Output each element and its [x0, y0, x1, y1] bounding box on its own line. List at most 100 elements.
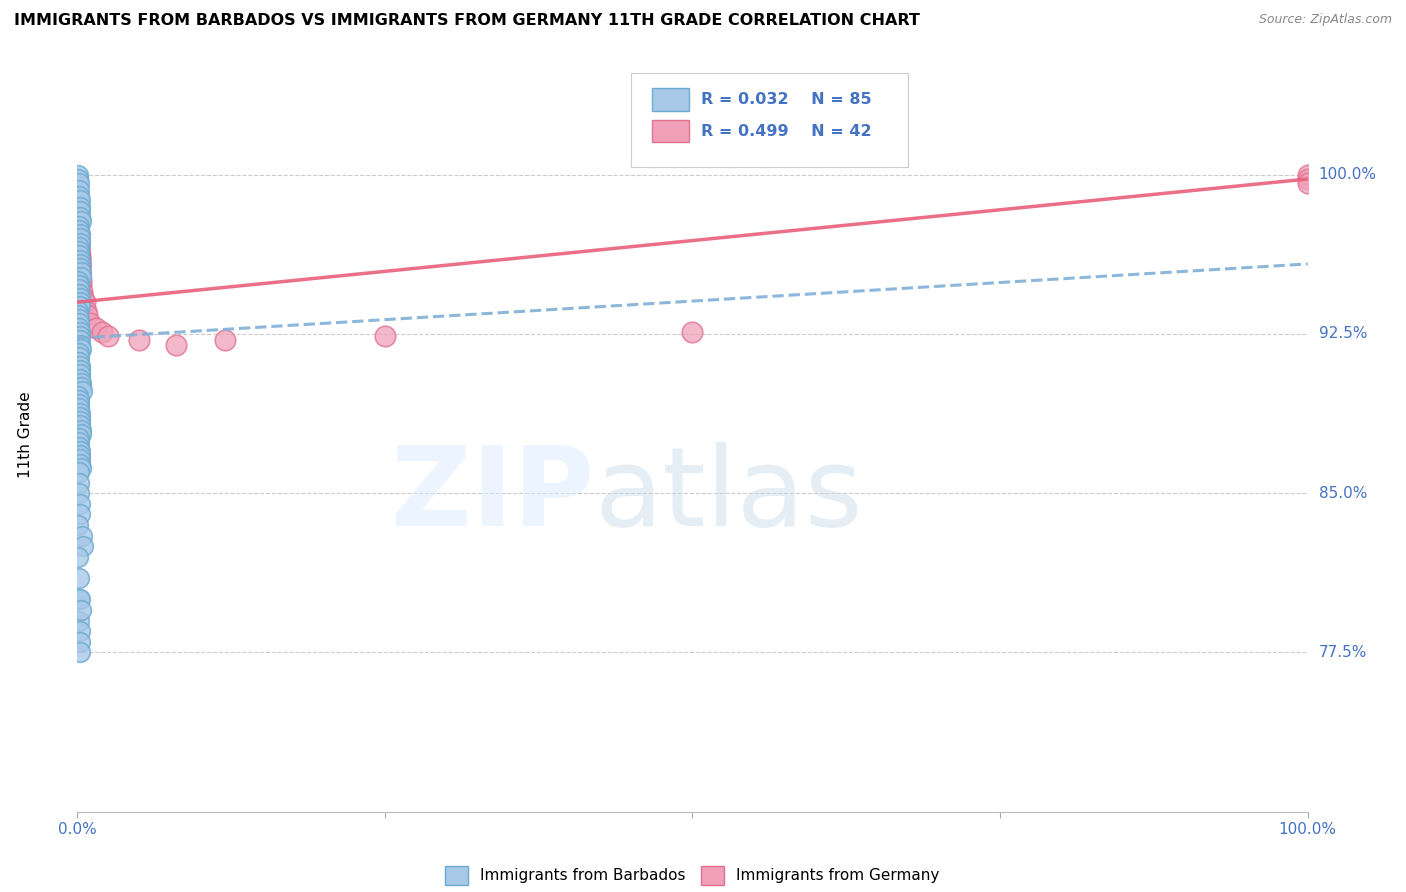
Point — [69, 259, 91, 273]
Point — [69, 624, 91, 639]
Point — [69, 203, 91, 218]
Point — [67, 240, 90, 254]
Point — [67, 317, 90, 331]
Point — [66, 220, 89, 235]
Point — [69, 603, 91, 617]
Point — [67, 235, 90, 250]
Point — [67, 235, 90, 250]
Point — [70, 285, 93, 299]
Point — [67, 320, 90, 334]
Point — [67, 440, 90, 454]
Point — [67, 465, 90, 479]
Point — [69, 368, 91, 382]
Point — [69, 227, 91, 242]
Point — [67, 346, 90, 360]
Point — [90, 325, 114, 339]
Point — [67, 308, 90, 322]
Point — [69, 211, 91, 225]
Point — [67, 401, 90, 416]
Point — [69, 414, 91, 428]
Point — [76, 308, 98, 322]
Point — [69, 274, 91, 288]
Point — [66, 168, 89, 182]
Text: R = 0.499    N = 42: R = 0.499 N = 42 — [702, 124, 872, 138]
Point — [1296, 172, 1319, 186]
Point — [69, 592, 91, 607]
Text: R = 0.032    N = 85: R = 0.032 N = 85 — [702, 92, 872, 107]
Point — [67, 282, 90, 296]
Point — [67, 392, 90, 407]
Point — [67, 231, 90, 245]
Point — [67, 549, 90, 564]
Point — [67, 223, 90, 237]
Point — [128, 334, 150, 348]
Point — [67, 431, 90, 445]
Point — [69, 376, 91, 390]
Point — [214, 334, 236, 348]
Point — [67, 227, 90, 242]
Point — [69, 291, 91, 305]
Point — [67, 571, 90, 585]
Point — [69, 452, 91, 467]
Point — [67, 475, 90, 490]
Point — [69, 423, 91, 437]
Point — [69, 635, 91, 649]
Point — [69, 252, 91, 267]
Point — [67, 248, 90, 262]
Point — [69, 409, 91, 424]
Point — [67, 189, 90, 203]
Point — [70, 384, 93, 399]
Point — [70, 380, 93, 394]
Point — [67, 176, 90, 190]
Point — [69, 193, 91, 207]
Point — [67, 278, 90, 293]
Point — [69, 231, 91, 245]
Point — [70, 269, 93, 284]
Point — [67, 351, 90, 365]
Point — [69, 259, 91, 273]
Point — [69, 325, 91, 339]
Point — [69, 406, 91, 420]
Point — [67, 242, 90, 256]
Point — [67, 257, 90, 271]
Point — [67, 227, 90, 242]
Point — [67, 614, 90, 628]
Text: 100.0%: 100.0% — [1319, 168, 1376, 182]
Bar — [652, 120, 689, 143]
Point — [69, 295, 91, 310]
Point — [1296, 168, 1319, 182]
Point — [72, 291, 94, 305]
Point — [67, 240, 90, 254]
Point — [67, 312, 90, 326]
Point — [67, 242, 90, 256]
Point — [69, 278, 91, 293]
Point — [69, 418, 91, 433]
Point — [69, 443, 91, 458]
Point — [72, 539, 94, 553]
Point — [67, 246, 90, 260]
Point — [69, 263, 91, 277]
Point — [69, 252, 91, 267]
Point — [69, 214, 91, 228]
Point — [69, 257, 91, 271]
Point — [69, 363, 91, 377]
Point — [84, 320, 107, 334]
Point — [69, 508, 91, 522]
Point — [69, 448, 91, 462]
Point — [1296, 176, 1319, 190]
Point — [69, 299, 91, 313]
FancyBboxPatch shape — [631, 73, 908, 168]
Text: 77.5%: 77.5% — [1319, 645, 1367, 660]
Point — [67, 397, 90, 411]
Point — [165, 337, 187, 351]
Point — [67, 286, 90, 301]
Point — [70, 529, 93, 543]
Point — [69, 235, 91, 250]
Point — [69, 371, 91, 385]
Point — [69, 252, 91, 267]
Text: 92.5%: 92.5% — [1319, 326, 1367, 342]
Point — [69, 497, 91, 511]
Point — [73, 295, 96, 310]
Text: atlas: atlas — [595, 442, 862, 549]
Point — [69, 342, 91, 356]
